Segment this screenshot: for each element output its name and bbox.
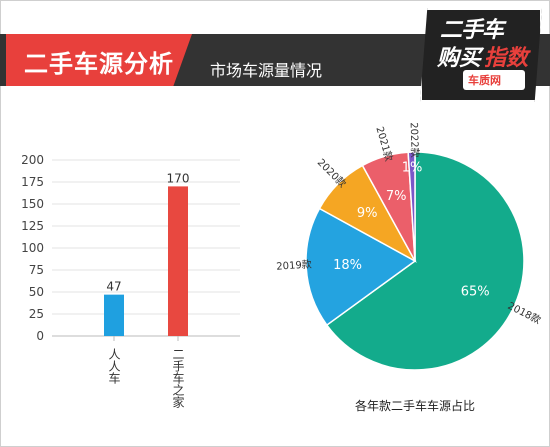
logo-line2a: 购买 — [437, 46, 482, 71]
pie-percent-label: 9% — [357, 206, 378, 221]
pie-percent-label: 18% — [333, 258, 362, 273]
pie-title: 各年款二手车车源占比 — [355, 398, 475, 413]
bar-category-label: 人人车 — [107, 348, 121, 385]
bar-ytick-label: 75 — [29, 263, 44, 277]
pie-slice-1 — [305, 207, 417, 327]
bar-1 — [168, 186, 188, 336]
pie-category-label: 2019款 — [276, 258, 312, 273]
logo-line2b: 指数 — [484, 46, 529, 71]
bar-ytick-label: 150 — [21, 197, 44, 211]
bar-category-label: 二手车之家 — [171, 348, 185, 408]
pie-percent-label: 65% — [461, 285, 490, 300]
logo-line1: 二手车 — [440, 18, 504, 43]
pie-category-label: 2021款 — [373, 125, 395, 163]
page-title: 二手车源分析 — [24, 50, 174, 78]
pie-slice-0 — [325, 151, 525, 371]
pie-category-label: 2020款 — [315, 156, 349, 190]
bar-value-label: 47 — [106, 280, 121, 294]
bar-ytick-label: 25 — [29, 307, 44, 321]
bar-ytick-label: 125 — [21, 219, 44, 233]
bar-ytick-label: 175 — [21, 175, 44, 189]
logo-sub-badge — [463, 70, 525, 90]
bar-ytick-label: 0 — [36, 329, 44, 343]
pie-percent-label: 7% — [386, 189, 407, 204]
pie-category-label: 2022款 — [408, 122, 422, 158]
pie-slice-4 — [407, 151, 416, 262]
bar-ytick-label: 200 — [21, 153, 44, 167]
page-subtitle: 市场车源量情况 — [210, 61, 323, 80]
header-title-block — [6, 34, 192, 86]
bar-ytick-label: 100 — [21, 241, 44, 255]
bar-ytick-label: 50 — [29, 285, 44, 299]
pie-category-label: 2018款 — [506, 299, 543, 327]
logo-badge-text: 车质网 — [468, 74, 501, 87]
pie-percent-label: 1% — [402, 160, 423, 175]
bar-value-label: 170 — [167, 171, 190, 185]
bar-0 — [104, 294, 124, 336]
